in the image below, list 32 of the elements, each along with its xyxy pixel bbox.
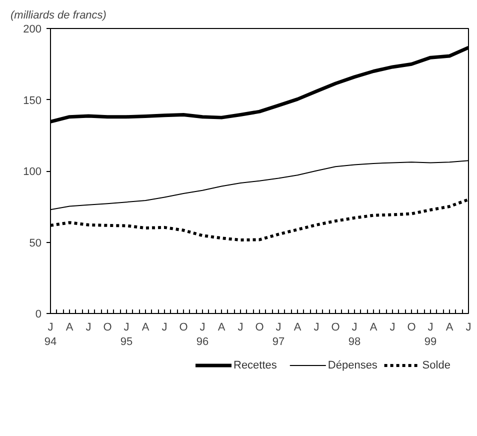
x-tick-label: A — [218, 322, 226, 334]
legend-label: Solde — [422, 360, 450, 372]
x-tick-label: O — [255, 322, 264, 334]
y-tick-label: 0 — [35, 308, 42, 320]
x-tick-label: A — [142, 322, 150, 334]
legend-label: Dépenses — [328, 360, 378, 372]
x-tick-label: J 94 — [44, 322, 57, 348]
x-tick-label: J — [466, 322, 472, 334]
x-tick-label: O — [103, 322, 112, 334]
y-tick-label: 100 — [23, 166, 42, 178]
x-tick-label: A — [370, 322, 378, 334]
x-tick-label: J 97 — [272, 322, 285, 348]
legend-label: Recettes — [234, 360, 278, 372]
x-tick-label: J 98 — [348, 322, 361, 348]
x-tick-label: A — [446, 322, 454, 334]
x-tick-label: J — [314, 322, 320, 334]
x-tick-label: J — [86, 322, 92, 334]
x-tick-label: J 95 — [120, 322, 133, 348]
x-tick-label: J 99 — [424, 322, 437, 348]
x-tick-label: O — [179, 322, 188, 334]
y-tick-label: 50 — [29, 237, 42, 250]
y-tick-label: 150 — [23, 94, 42, 107]
x-tick-label: J 96 — [196, 322, 209, 348]
x-tick-label: J — [162, 322, 168, 334]
y-tick-label: 200 — [23, 24, 42, 36]
y-axis-title: (milliards de francs) — [10, 10, 107, 22]
x-tick-label: O — [331, 322, 340, 334]
x-tick-label: J — [238, 322, 244, 334]
x-tick-label: J — [390, 322, 396, 334]
x-tick-label: A — [66, 322, 74, 334]
x-tick-label: A — [294, 322, 302, 334]
x-tick-label: O — [407, 322, 416, 334]
